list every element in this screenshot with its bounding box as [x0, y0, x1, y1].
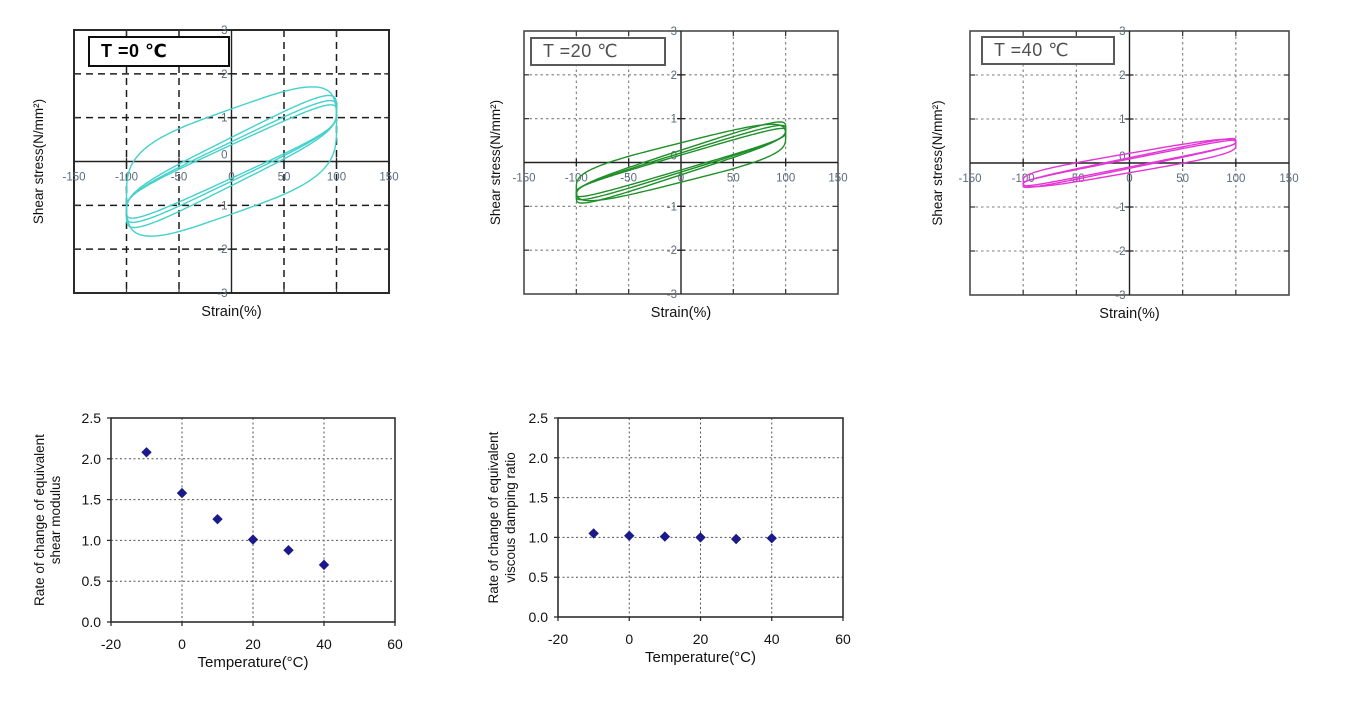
y-axis-label: Shear stress(N/mm²) — [31, 99, 46, 224]
data-point-marker — [176, 487, 188, 499]
x-tick-label: 100 — [776, 173, 795, 185]
y-axis-label-line: Rate of change of equivalent — [486, 431, 501, 603]
y-axis-label: Shear stress(N/mm²) — [488, 100, 503, 225]
y-tick-label: -2 — [667, 245, 677, 257]
hysteresis-loop — [1022, 139, 1237, 187]
x-tick-label: -100 — [115, 172, 138, 184]
x-tick-label: 150 — [1279, 173, 1298, 185]
y-tick-label: 0.0 — [82, 614, 102, 630]
x-tick-label: -150 — [512, 173, 535, 185]
x-tick-label: 100 — [327, 172, 346, 184]
y-tick-label: -1 — [1115, 202, 1125, 214]
hysteresis-chart: -150 -100 -50 0 50 100 150-3-2-10123Strain(%)S… — [930, 26, 1299, 322]
x-tick-label: 150 — [828, 173, 847, 185]
y-tick-label: 3 — [1119, 26, 1125, 38]
data-point-marker — [141, 447, 152, 458]
y-tick-label: 0 — [221, 150, 227, 162]
x-tick-label: 100 — [1226, 173, 1245, 185]
y-tick-label: -3 — [667, 289, 677, 301]
y-tick-label: 1 — [671, 114, 677, 126]
x-tick-label: -150 — [62, 172, 85, 184]
y-axis-label-line: Rate of change of equivalent — [32, 434, 47, 606]
hysteresis-loop — [125, 86, 338, 237]
x-tick-label: -50 — [620, 173, 637, 185]
data-point-marker — [695, 532, 706, 543]
y-tick-label: 2.0 — [529, 450, 549, 466]
data-point-marker — [318, 559, 330, 571]
y-tick-label: -2 — [217, 244, 227, 256]
y-tick-label: 2 — [671, 70, 677, 82]
y-tick-label: 0.5 — [529, 569, 549, 585]
y-tick-label: 2 — [221, 69, 227, 81]
x-tick-label: -50 — [171, 172, 188, 184]
y-tick-label: 1.0 — [82, 532, 102, 548]
y-tick-label: -2 — [1115, 246, 1125, 258]
data-point-marker — [659, 531, 671, 542]
x-tick-label: 0 — [1126, 173, 1132, 185]
y-tick-label: 1 — [221, 113, 227, 125]
y-axis-label-line: shear modulus — [48, 475, 63, 564]
x-tick-label: 50 — [278, 172, 291, 184]
hysteresis-loop — [125, 104, 338, 219]
chart-title-t40: T =40 ℃ — [981, 36, 1115, 65]
x-tick-label: -20 — [548, 631, 568, 647]
scatter-chart: -20 0 20 40 60 0.0 0.5 1.0 1.5 2.0 2.5 Temperature(… — [486, 410, 851, 666]
x-tick-label: 20 — [693, 631, 709, 647]
hysteresis-chart: -150 -100 -50 0 50 100 150-3-2-10123Strain(%)S… — [31, 25, 399, 320]
x-tick-label: 0 — [678, 173, 684, 185]
hysteresis-loop — [575, 127, 787, 198]
x-tick-label: 0 — [625, 631, 633, 647]
x-tick-label: 40 — [316, 636, 332, 652]
y-tick-label: 2.5 — [529, 410, 549, 426]
x-axis-label: Temperature(°C) — [645, 649, 756, 666]
x-tick-label: -20 — [101, 636, 121, 652]
y-tick-label: 1.5 — [529, 490, 549, 506]
y-tick-label: 1.0 — [529, 529, 549, 545]
y-tick-label: 1.5 — [82, 492, 102, 508]
x-axis-label: Strain(%) — [651, 305, 711, 321]
x-tick-label: 50 — [727, 173, 740, 185]
x-tick-label: 50 — [1176, 173, 1189, 185]
y-tick-label: -1 — [217, 200, 227, 212]
chart-title-t0: T =0 ℃ — [88, 36, 230, 67]
x-tick-label: 20 — [245, 636, 261, 652]
x-tick-label: 0 — [178, 636, 186, 652]
hysteresis-chart: -150 -100 -50 0 50 100 150-3-2-10123Strain(%)S… — [488, 26, 848, 321]
x-tick-label: -150 — [958, 173, 981, 185]
y-tick-label: 2 — [1119, 70, 1125, 82]
plot-area — [111, 418, 395, 622]
scatter-chart: -20 0 20 40 60 0.0 0.5 1.0 1.5 2.0 2.5 Temperature(… — [32, 410, 403, 671]
y-tick-label: 3 — [221, 25, 227, 37]
data-point-marker — [766, 532, 777, 544]
y-tick-label: -3 — [1115, 290, 1125, 302]
hysteresis-loop — [125, 94, 338, 229]
x-tick-label: 60 — [835, 631, 851, 647]
x-axis-label: Strain(%) — [1099, 306, 1159, 322]
x-tick-label: 40 — [764, 631, 780, 647]
x-tick-label: 60 — [387, 636, 403, 652]
data-point-marker — [588, 528, 599, 539]
y-tick-label: 2.0 — [82, 451, 102, 467]
x-axis-label: Strain(%) — [201, 304, 261, 320]
data-point-marker — [624, 530, 635, 542]
y-tick-label: 3 — [671, 26, 677, 38]
data-point-marker — [283, 544, 294, 556]
y-tick-label: 0.0 — [529, 609, 549, 625]
y-tick-label: -1 — [667, 201, 677, 213]
y-tick-label: 2.5 — [82, 410, 102, 426]
y-tick-label: 1 — [1119, 114, 1125, 126]
y-axis-label: Shear stress(N/mm²) — [930, 100, 945, 225]
y-tick-label: 0.5 — [82, 573, 102, 589]
x-axis-label: Temperature(°C) — [197, 654, 308, 671]
y-tick-label: 0 — [1119, 151, 1125, 163]
data-point-marker — [730, 533, 742, 545]
y-axis-label-line: viscous damping ratio — [503, 452, 518, 583]
hysteresis-loop — [575, 123, 787, 202]
x-tick-label: 150 — [379, 172, 398, 184]
chart-title-t20: T =20 ℃ — [530, 37, 666, 66]
y-tick-label: -3 — [217, 288, 227, 300]
